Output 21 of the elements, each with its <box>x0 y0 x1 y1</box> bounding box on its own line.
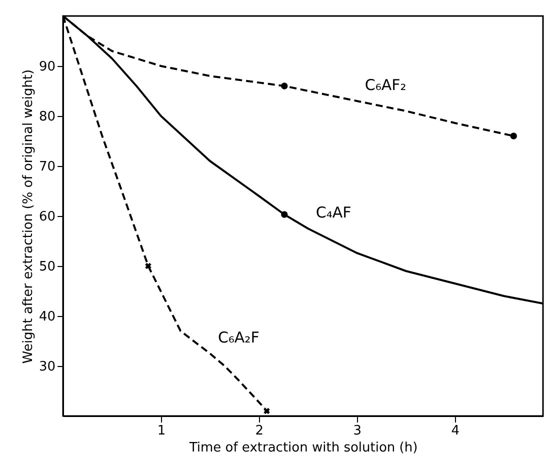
series-label: C₆AF₂ <box>364 76 406 94</box>
x-tick-label: 4 <box>451 424 460 438</box>
point <box>510 132 517 140</box>
point <box>264 408 270 414</box>
x-axis-title: Time of extraction with solution (h) <box>188 440 418 456</box>
x-tick-label: 2 <box>255 424 264 438</box>
y-tick-label: 70 <box>38 160 56 174</box>
y-tick-label: 50 <box>38 260 56 274</box>
y-tick-label: 30 <box>38 360 56 374</box>
point <box>145 262 152 270</box>
y-tick-label: 60 <box>38 210 56 224</box>
point <box>281 82 288 90</box>
x-tick-label: 1 <box>157 424 166 438</box>
y-axis-title: Weight after extraction (% of original weight) <box>20 69 36 364</box>
y-tick-label: 90 <box>38 60 56 74</box>
series-label: C₄AF <box>316 204 352 222</box>
point <box>281 211 288 218</box>
x-tick-label: 3 <box>353 424 362 438</box>
series-label: C₆A₂F <box>218 328 260 346</box>
y-tick-label: 80 <box>38 110 56 124</box>
y-tick-label: 40 <box>38 310 56 324</box>
